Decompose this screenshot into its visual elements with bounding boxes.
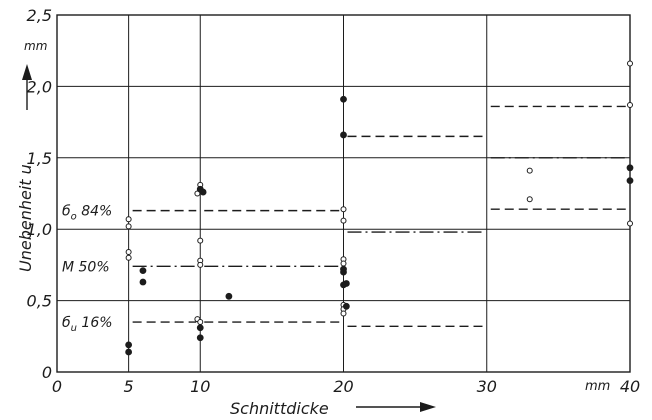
x-unit-label: mm [585,379,610,394]
data-point-open [125,223,132,230]
data-point-open [197,237,204,244]
reference-line-label: M 50% [62,259,110,275]
data-point-open [627,220,633,227]
data-point-filled [125,348,133,356]
data-point-filled [340,95,347,103]
data-point-filled [125,341,133,349]
y-tick-label: 1,0 [27,220,52,239]
data-point-open [340,206,347,213]
y-tick-label: 2,0 [27,77,52,96]
data-point-open [340,217,347,224]
grid-lines [56,14,631,373]
x-tick-label: 40 [620,377,640,396]
data-point-filled [626,177,634,185]
data-point-filled [139,267,147,275]
data-point-open [340,310,347,317]
data-point-filled [340,281,347,289]
reference-line-label: бo 84% [62,204,112,223]
y-tick-label: 0,5 [27,292,52,311]
data-point-filled [139,278,147,286]
y-tick-label: 0 [42,363,52,382]
data-point-filled [626,164,634,172]
data-point-filled [340,131,347,139]
data-point-open [526,196,533,203]
y-axis-arrow [22,64,32,110]
y-axis-title: Unebenheit u [16,164,35,272]
data-point-filled [340,268,347,276]
data-point-filled [225,292,233,300]
y-tick-labels: 0 0,5 1,0 1,5 2,0 2,5 [27,6,52,382]
y-tick-label: 2,5 [27,6,52,25]
x-tick-label: 20 [333,377,353,396]
data-point-open [125,216,132,223]
x-axis-arrow [356,402,436,412]
x-tick-label: 5 [124,377,134,396]
data-point-open [125,254,132,261]
y-unit-label: mm [24,39,47,53]
data-point-filled [196,324,204,332]
reference-lines [132,105,626,328]
x-tick-label: 30 [477,377,497,396]
data-point-filled [196,334,204,342]
data-point-open [197,319,204,326]
data-point-filled [199,188,207,196]
x-tick-label: 0 [52,377,62,396]
data-point-open [197,261,204,268]
data-points [125,60,634,356]
x-tick-labels: 0 5 10 20 30 40 [52,377,640,396]
reference-line-labels: бo 84% M 50% бu 16% [62,204,113,334]
x-axis-title: Schnittdicke [230,399,329,418]
reference-line-label: бu 16% [62,315,113,334]
data-point-open [627,101,633,108]
data-point-open [627,60,633,67]
data-point-open [526,167,533,174]
data-point-filled [342,302,350,310]
x-tick-label: 10 [190,377,210,396]
data-point-open [340,260,347,267]
data-point-open [125,249,132,256]
y-tick-label: 1,5 [27,149,52,168]
